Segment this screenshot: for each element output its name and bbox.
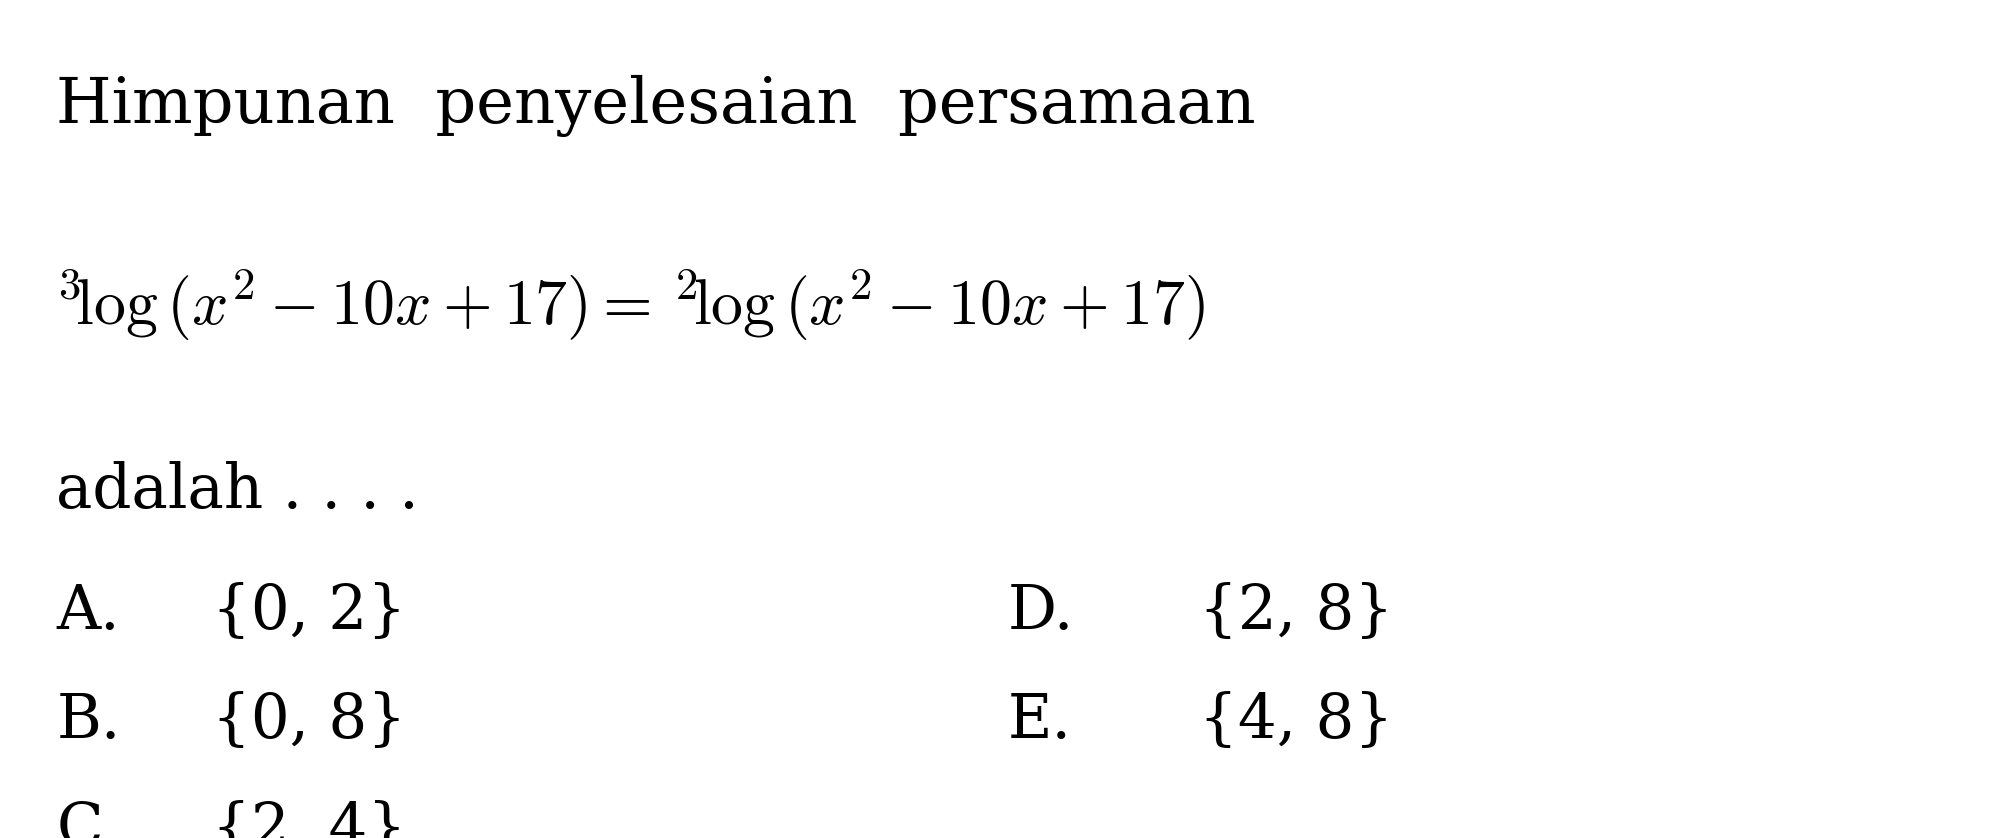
Text: {2, 8}: {2, 8} bbox=[1198, 582, 1392, 643]
Text: $^{3}\!\mathrm{log}\,(x^{2}-10x+17)=\,^{2}\!\mathrm{log}\,(x^{2}-10x+17)$: $^{3}\!\mathrm{log}\,(x^{2}-10x+17)=\,^{… bbox=[56, 268, 1204, 344]
Text: C.: C. bbox=[56, 800, 121, 838]
Text: D.: D. bbox=[1007, 582, 1073, 643]
Text: {4, 8}: {4, 8} bbox=[1198, 691, 1392, 752]
Text: B.: B. bbox=[56, 691, 121, 752]
Text: A.: A. bbox=[56, 582, 121, 643]
Text: Himpunan  penyelesaian  persamaan: Himpunan penyelesaian persamaan bbox=[56, 75, 1255, 137]
Text: {2, 4}: {2, 4} bbox=[211, 800, 405, 838]
Text: adalah . . . .: adalah . . . . bbox=[56, 461, 419, 521]
Text: {0, 2}: {0, 2} bbox=[211, 582, 405, 643]
Text: {0, 8}: {0, 8} bbox=[211, 691, 405, 752]
Text: E.: E. bbox=[1007, 691, 1071, 752]
